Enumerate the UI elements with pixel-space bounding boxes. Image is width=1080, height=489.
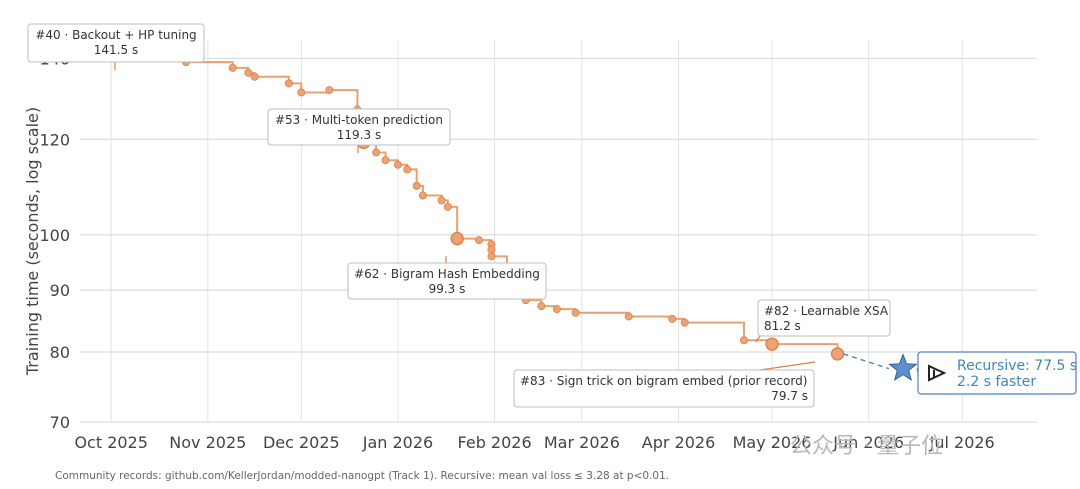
- annotation-title: #62 · Bigram Hash Embedding: [354, 267, 540, 281]
- y-tick-label: 70: [50, 413, 70, 432]
- logo-mark: [928, 364, 947, 382]
- record-point: [228, 63, 237, 72]
- recursive-label-box: [917, 351, 1077, 395]
- record-point: [680, 318, 689, 327]
- annotation-value: 119.3 s: [337, 128, 381, 142]
- x-tick-label: Dec 2025: [263, 433, 340, 452]
- record-point: [668, 314, 677, 323]
- annotation-title: #53 · Multi-token prediction: [275, 113, 443, 127]
- annotation-title: #82 · Learnable XSA: [764, 304, 889, 318]
- record-step-line: [117, 51, 839, 354]
- record-point: [443, 202, 452, 211]
- record-point: [325, 86, 334, 95]
- record-point: [537, 302, 546, 311]
- y-tick-label: 100: [39, 226, 70, 245]
- record-point: [372, 148, 381, 157]
- x-tick-label: Jan 2026: [362, 433, 433, 452]
- annotation-box: [513, 369, 815, 408]
- x-tick-label: Nov 2025: [169, 433, 246, 452]
- y-axis-label: Training time (seconds, log scale): [23, 107, 42, 376]
- record-point: [381, 156, 390, 165]
- record-point: [418, 191, 427, 200]
- x-tick-label: Apr 2026: [642, 433, 715, 452]
- annotation-box: [347, 262, 547, 300]
- recursive-connector: [843, 353, 890, 370]
- footnote: Community records: github.com/KellerJord…: [55, 470, 670, 482]
- annotation-value: 141.5 s: [94, 43, 138, 57]
- x-tick-label: Mar 2026: [544, 433, 620, 452]
- x-tick-label: Jul 2026: [929, 433, 995, 452]
- annotation-value: 99.3 s: [429, 282, 466, 296]
- record-point: [487, 252, 496, 261]
- record-point: [624, 312, 633, 321]
- x-tick-label: Jun 2026: [832, 433, 904, 452]
- record-point-highlight: [830, 347, 845, 361]
- record-point: [571, 308, 580, 317]
- annotation-box: [757, 299, 891, 337]
- record-point: [250, 72, 259, 81]
- annotation-title: #40 · Backout + HP tuning: [35, 28, 196, 42]
- record-point: [412, 181, 421, 190]
- record-point: [284, 79, 293, 88]
- recursive-label-delta: 2.2 s faster: [957, 374, 1036, 390]
- record-point-highlight: [450, 231, 464, 246]
- record-point: [552, 305, 561, 314]
- record-point: [403, 165, 412, 174]
- record-point-highlight: [765, 337, 779, 351]
- watermark: 公众号 · 量子位: [790, 434, 943, 459]
- record-point: [297, 88, 306, 97]
- y-tick-label: 90: [50, 281, 70, 300]
- x-tick-label: May 2026: [733, 433, 812, 452]
- record-point: [475, 236, 484, 245]
- annotation-value: 79.7 s: [771, 389, 808, 403]
- y-tick-label: 120: [39, 130, 70, 149]
- y-tick-label: 80: [50, 343, 70, 362]
- record-point: [244, 68, 253, 77]
- record-point: [437, 196, 446, 205]
- record-point: [739, 336, 748, 345]
- annotation-leader: [755, 335, 761, 343]
- annotation-box: [267, 108, 451, 146]
- recursive-label-time: Recursive: 77.5 s: [957, 358, 1077, 374]
- x-tick-label: Oct 2025: [74, 433, 147, 452]
- record-point: [393, 160, 402, 169]
- x-tick-label: Feb 2026: [458, 433, 532, 452]
- annotation-title: #83 · Sign trick on bigram embed (prior …: [520, 374, 807, 388]
- annotation-box: [27, 23, 205, 63]
- recursive-star: [888, 353, 918, 382]
- recursive-logo-icon: [926, 363, 947, 383]
- annotation-leader: [759, 361, 816, 371]
- annotation-value: 81.2 s: [764, 319, 801, 333]
